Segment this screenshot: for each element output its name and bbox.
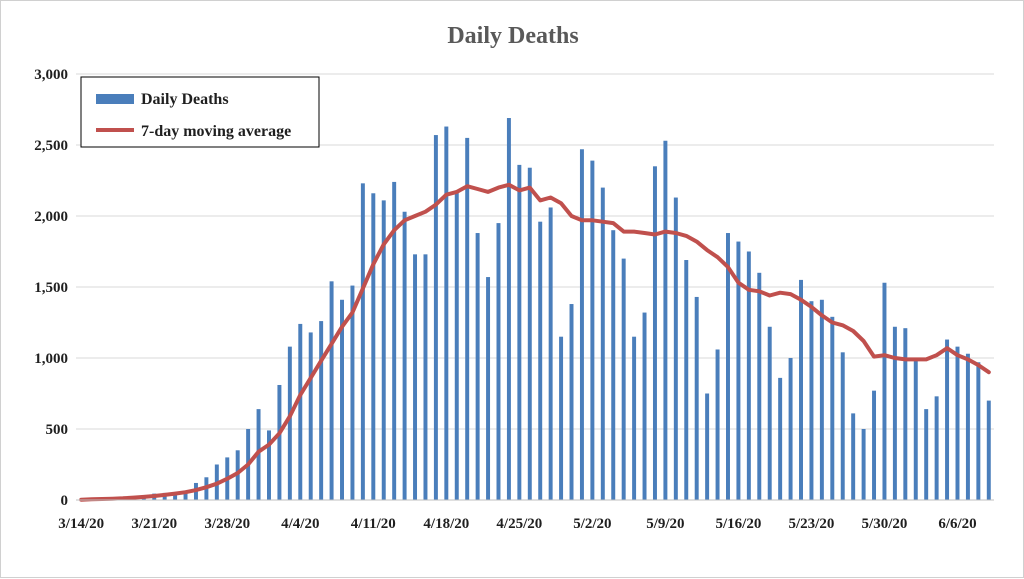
bar-71	[820, 300, 824, 500]
bar-27	[361, 183, 365, 500]
bar-48	[580, 149, 584, 500]
x-tick-label-11: 5/30/20	[862, 516, 908, 532]
bar-77	[882, 283, 886, 500]
bar-series	[79, 118, 991, 500]
bar-19	[277, 385, 281, 500]
x-tick-label-10: 5/23/20	[789, 516, 835, 532]
x-tick-label-4: 4/11/20	[351, 516, 396, 532]
legend-swatch-bars	[96, 94, 134, 104]
bar-75	[862, 429, 866, 500]
bar-37	[465, 138, 469, 500]
y-tick-label-6: 3,000	[34, 67, 68, 83]
bar-73	[841, 352, 845, 500]
bar-33	[423, 254, 427, 500]
x-tick-label-7: 5/2/20	[573, 516, 611, 532]
bar-31	[403, 212, 407, 500]
x-tick-label-6: 4/25/20	[496, 516, 542, 532]
bar-83	[945, 340, 949, 500]
bar-87	[987, 401, 991, 500]
bar-60	[705, 394, 709, 501]
bar-86	[976, 362, 980, 500]
bar-72	[830, 317, 834, 500]
bar-62	[726, 233, 730, 500]
bar-56	[663, 141, 667, 500]
bar-52	[622, 259, 626, 500]
bar-32	[413, 254, 417, 500]
x-tick-label-1: 3/21/20	[131, 516, 177, 532]
bar-84	[956, 347, 960, 500]
bar-66	[768, 327, 772, 500]
bar-34	[434, 135, 438, 500]
bar-79	[903, 328, 907, 500]
legend-label-daily-deaths: Daily Deaths	[141, 91, 229, 108]
y-tick-label-0: 0	[61, 493, 69, 509]
bar-42	[517, 165, 521, 500]
bar-85	[966, 354, 970, 500]
bar-78	[893, 327, 897, 500]
bar-57	[674, 198, 678, 500]
bar-59	[695, 297, 699, 500]
x-tick-label-8: 5/9/20	[646, 516, 684, 532]
bar-81	[924, 409, 928, 500]
bar-44	[538, 222, 542, 500]
x-tick-label-3: 4/4/20	[281, 516, 319, 532]
x-tick-label-12: 6/6/20	[938, 516, 976, 532]
bar-70	[809, 301, 813, 500]
bar-47	[570, 304, 574, 500]
bar-43	[528, 168, 532, 500]
bar-51	[611, 230, 615, 500]
y-tick-label-5: 2,500	[34, 138, 68, 154]
y-tick-label-1: 500	[46, 422, 69, 438]
bar-41	[507, 118, 511, 500]
bar-49	[590, 161, 594, 500]
legend: Daily Deaths 7-day moving average	[81, 77, 319, 147]
bar-21	[298, 324, 302, 500]
x-tick-label-9: 5/16/20	[715, 516, 761, 532]
bar-69	[799, 280, 803, 500]
bar-46	[559, 337, 563, 500]
x-axis-ticks: 3/14/20 3/21/20 3/28/20 4/4/20 4/11/20 4/18/2…	[58, 516, 976, 532]
y-tick-label-2: 1,000	[34, 351, 68, 367]
bar-22	[309, 332, 313, 500]
bar-76	[872, 391, 876, 500]
y-tick-label-4: 2,000	[34, 209, 68, 225]
bar-55	[653, 166, 657, 500]
bar-82	[935, 396, 939, 500]
y-axis-ticks: 0 500 1,000 1,500 2,000 2,500 3,000	[34, 67, 68, 509]
x-tick-label-0: 3/14/20	[58, 516, 104, 532]
bar-58	[684, 260, 688, 500]
x-tick-label-5: 4/18/20	[423, 516, 469, 532]
bar-36	[455, 190, 459, 500]
bar-65	[757, 273, 761, 500]
bar-35	[444, 127, 448, 500]
bar-67	[778, 378, 782, 500]
bar-80	[914, 358, 918, 500]
bar-23	[319, 321, 323, 500]
bar-74	[851, 413, 855, 500]
bar-50	[601, 188, 605, 500]
legend-label-moving-average: 7-day moving average	[141, 123, 291, 140]
bar-53	[632, 337, 636, 500]
bar-68	[789, 358, 793, 500]
bar-20	[288, 347, 292, 500]
bar-54	[643, 313, 647, 500]
bar-40	[497, 223, 501, 500]
x-tick-label-2: 3/28/20	[204, 516, 250, 532]
bar-61	[716, 349, 720, 500]
chart-title: Daily Deaths	[447, 23, 578, 49]
bar-24	[330, 281, 334, 500]
bar-45	[549, 207, 553, 500]
bar-39	[486, 277, 490, 500]
bar-28	[371, 193, 375, 500]
bar-38	[476, 233, 480, 500]
y-tick-label-3: 1,500	[34, 280, 68, 296]
